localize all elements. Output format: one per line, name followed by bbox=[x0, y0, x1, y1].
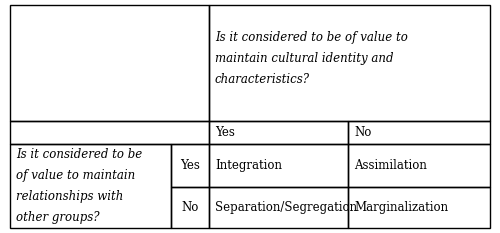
Bar bbox=[348, 187, 490, 228]
Text: Integration: Integration bbox=[215, 159, 282, 172]
Text: Yes: Yes bbox=[180, 159, 200, 172]
Bar bbox=[171, 187, 209, 228]
Bar bbox=[209, 144, 348, 187]
Bar bbox=[171, 144, 209, 187]
Text: Is it considered to be
of value to maintain
relationships with
other groups?: Is it considered to be of value to maint… bbox=[16, 148, 142, 224]
Bar bbox=[209, 5, 490, 121]
Bar bbox=[209, 187, 348, 228]
Text: Assimilation: Assimilation bbox=[354, 159, 427, 172]
Text: Marginalization: Marginalization bbox=[354, 201, 448, 214]
Text: Separation/Segregation: Separation/Segregation bbox=[215, 201, 357, 214]
Bar bbox=[10, 5, 209, 121]
Bar bbox=[10, 121, 209, 144]
Bar bbox=[209, 121, 348, 144]
Bar bbox=[348, 121, 490, 144]
Text: No: No bbox=[182, 201, 198, 214]
Bar bbox=[10, 144, 171, 228]
Text: Yes: Yes bbox=[215, 126, 235, 139]
Bar bbox=[348, 144, 490, 187]
Text: No: No bbox=[354, 126, 372, 139]
Text: Is it considered to be of value to
maintain cultural identity and
characteristic: Is it considered to be of value to maint… bbox=[215, 31, 408, 86]
